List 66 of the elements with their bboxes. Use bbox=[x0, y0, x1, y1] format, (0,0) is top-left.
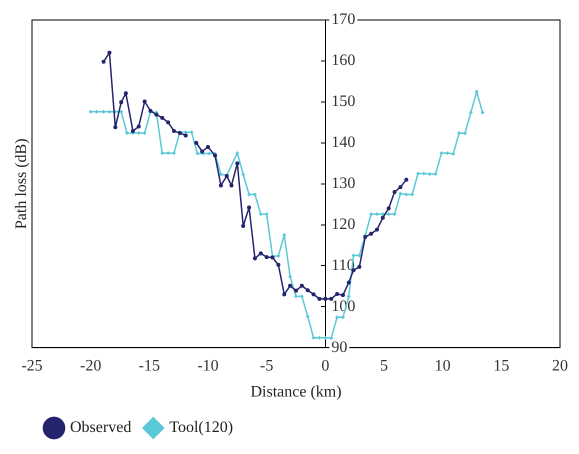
point bbox=[282, 292, 286, 296]
point bbox=[392, 190, 397, 194]
point bbox=[374, 228, 379, 232]
point bbox=[380, 216, 385, 220]
x-tick-label: 15 bbox=[493, 357, 510, 374]
point bbox=[130, 128, 135, 133]
y-tick-label: 150 bbox=[331, 93, 356, 110]
x-tick-label: -15 bbox=[138, 357, 160, 374]
point bbox=[200, 149, 204, 154]
point bbox=[102, 60, 106, 64]
x-tick-label: -5 bbox=[260, 357, 274, 374]
x-tick-label: 0 bbox=[321, 357, 330, 374]
point bbox=[340, 293, 345, 298]
point bbox=[276, 262, 280, 267]
point bbox=[229, 183, 234, 188]
point bbox=[323, 296, 328, 301]
point bbox=[113, 125, 118, 130]
point bbox=[252, 256, 257, 260]
point bbox=[213, 154, 218, 158]
point bbox=[317, 296, 322, 301]
point bbox=[136, 124, 141, 128]
y-tick-label: 90 bbox=[331, 338, 348, 356]
point bbox=[258, 251, 263, 256]
point bbox=[300, 284, 304, 288]
point bbox=[124, 91, 128, 96]
point bbox=[235, 161, 240, 166]
y-tick-label: 170 bbox=[331, 11, 356, 28]
point bbox=[247, 206, 252, 210]
y-tick-label: 130 bbox=[331, 175, 356, 192]
x-tick-label: 10 bbox=[434, 357, 451, 374]
point bbox=[107, 50, 112, 55]
point bbox=[142, 99, 147, 104]
point bbox=[398, 185, 402, 190]
point bbox=[404, 178, 408, 182]
point bbox=[329, 296, 334, 301]
point bbox=[218, 183, 223, 188]
point bbox=[119, 100, 124, 104]
point bbox=[346, 280, 351, 284]
point bbox=[306, 288, 310, 292]
x-axis-title: Distance (km) bbox=[250, 384, 342, 401]
point bbox=[369, 232, 374, 236]
y-tick-label: 160 bbox=[331, 52, 356, 70]
legend-label: Tool(120) bbox=[169, 419, 234, 436]
x-tick-label: 20 bbox=[552, 357, 568, 374]
x-tick-label: -25 bbox=[21, 357, 43, 374]
point bbox=[184, 133, 188, 138]
x-tick-label: -10 bbox=[197, 357, 219, 374]
point bbox=[294, 288, 298, 293]
point bbox=[335, 292, 340, 296]
point bbox=[386, 206, 391, 210]
point bbox=[166, 120, 170, 124]
x-tick-label: -20 bbox=[80, 357, 102, 374]
point bbox=[172, 128, 176, 133]
x-tick-label: 5 bbox=[380, 357, 388, 374]
point bbox=[160, 116, 164, 120]
point bbox=[194, 140, 198, 145]
point bbox=[264, 255, 269, 260]
y-tick-label: 140 bbox=[331, 134, 356, 152]
point bbox=[357, 264, 362, 269]
y-axis-title: Path loss (dB) bbox=[13, 138, 30, 230]
point bbox=[241, 224, 246, 228]
point bbox=[288, 284, 292, 288]
point bbox=[312, 292, 316, 296]
legend-label: Observed bbox=[70, 419, 132, 436]
y-tick-label: 120 bbox=[331, 216, 356, 233]
point bbox=[206, 144, 210, 149]
